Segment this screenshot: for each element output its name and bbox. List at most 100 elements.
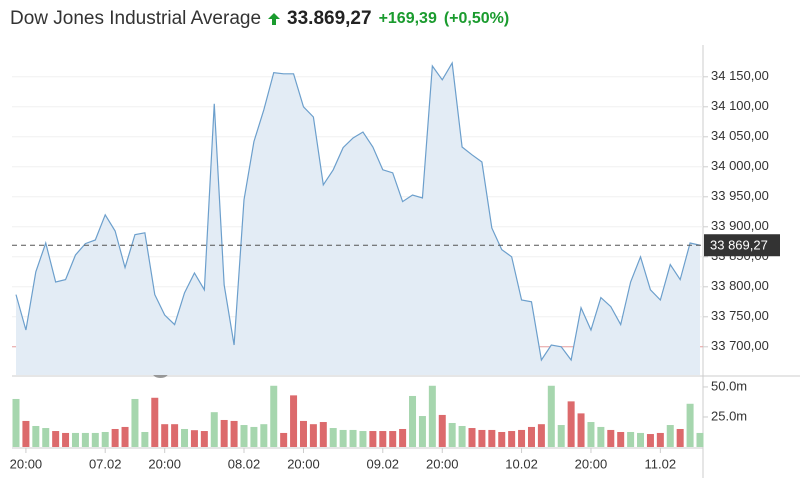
volume-bar <box>12 398 20 447</box>
volume-bar <box>488 429 496 447</box>
volume-bar <box>607 429 615 447</box>
volume-bar <box>171 424 179 447</box>
volume-bar <box>270 385 278 447</box>
volume-bar <box>309 424 317 447</box>
x-tick-label: 08.02 <box>228 456 261 471</box>
x-tick-label: 20:00 <box>575 456 608 471</box>
volume-bar <box>567 401 575 447</box>
x-tick-label: 20:00 <box>148 456 181 471</box>
volume-bar <box>210 412 218 447</box>
change: +169,39 <box>378 10 437 27</box>
volume-bar <box>666 425 674 447</box>
volume-bar <box>32 425 40 447</box>
volume-bar <box>557 425 565 447</box>
volume-tick-label: 25.0m <box>711 408 747 423</box>
x-tick-label: 20:00 <box>10 456 43 471</box>
volume-bar <box>527 426 535 447</box>
volume-bar <box>676 428 684 447</box>
x-tick-label: 10.02 <box>505 456 538 471</box>
price: 33.869,27 <box>287 8 372 29</box>
volume-bar <box>349 429 357 447</box>
volume-bar <box>260 424 268 447</box>
up-arrow <box>268 13 281 25</box>
volume-bar <box>131 398 139 447</box>
volume-bar <box>91 432 99 447</box>
volume-bar <box>537 424 545 447</box>
header: Dow Jones Industrial Average 33.869,27 +… <box>10 6 509 32</box>
change-percent: (+0,50%) <box>443 10 510 27</box>
volume-bar <box>280 432 288 447</box>
volume-bar <box>290 395 298 447</box>
volume-bar <box>438 414 446 447</box>
x-tick-label: 07.02 <box>89 456 122 471</box>
volume-bar <box>22 420 30 447</box>
volume-tick-label: 50.0m <box>711 378 747 393</box>
volume-bar <box>181 428 189 447</box>
volume-bar <box>508 431 516 447</box>
volume-bar <box>220 419 228 447</box>
volume-bar <box>141 431 149 447</box>
volume-bar <box>151 397 159 447</box>
volume-bar <box>637 432 645 447</box>
volume-bar <box>52 431 60 447</box>
title: Dow Jones Industrial Average <box>10 8 262 29</box>
volume-bar <box>161 424 169 447</box>
y-tick-label: 33 900,00 <box>711 218 769 233</box>
volume-bar <box>617 431 625 447</box>
volume-bar <box>121 426 129 447</box>
volume-bar <box>250 426 258 447</box>
volume-bar <box>379 431 387 447</box>
volume-bar <box>71 432 79 447</box>
area <box>16 63 700 375</box>
volume-bar <box>190 430 198 447</box>
volume-bar <box>101 431 109 447</box>
volume-bar <box>111 428 119 447</box>
y-tick-label: 33 950,00 <box>711 188 769 203</box>
volume-bar <box>230 420 238 447</box>
volume-bar <box>696 432 704 447</box>
y-tick-label: 33 800,00 <box>711 278 769 293</box>
price-line <box>15 61 701 362</box>
y-tick-label: 34 100,00 <box>711 98 769 113</box>
volume-bar <box>240 425 248 447</box>
volume-bar <box>587 422 595 447</box>
volume-bar <box>458 425 466 447</box>
volume-bar <box>597 426 605 447</box>
volume-bar <box>686 403 694 447</box>
last-price-label: 33 869,27 <box>710 238 768 253</box>
volume-bar <box>478 429 486 447</box>
y-tick-label: 34 050,00 <box>711 128 769 143</box>
x-tick-label: 20:00 <box>426 456 459 471</box>
volume-bar <box>81 432 89 447</box>
volume-bar <box>518 429 526 447</box>
y-tick-label: 34 150,00 <box>711 68 769 83</box>
volume-bar <box>409 395 417 447</box>
y-tick-label: 33 700,00 <box>711 338 769 353</box>
volume-bar <box>42 428 50 447</box>
y-tick-label: 34 000,00 <box>711 158 769 173</box>
volume-bar <box>339 429 347 447</box>
volume-bar <box>498 431 506 447</box>
volume-bar <box>62 432 70 447</box>
volume-bar <box>418 416 426 447</box>
y-tick-label: 33 750,00 <box>711 308 769 323</box>
volume-bar <box>646 434 654 447</box>
volume-bar <box>468 428 476 447</box>
volume-bar <box>359 431 367 447</box>
volume-bar <box>627 431 635 447</box>
volume-bar <box>656 432 664 447</box>
volume-bar <box>399 428 407 447</box>
volume-bar <box>428 385 436 447</box>
volume-bar <box>547 385 555 447</box>
x-tick-label: 09.02 <box>367 456 400 471</box>
volume-bar <box>319 422 327 447</box>
volume-bar <box>329 428 337 447</box>
x-tick-label: 11.02 <box>645 456 677 471</box>
volume-bar <box>389 431 397 447</box>
volume-bar <box>299 420 307 447</box>
volume-bar <box>369 431 377 447</box>
last-price-box <box>704 234 780 257</box>
volume-bar <box>448 422 456 447</box>
